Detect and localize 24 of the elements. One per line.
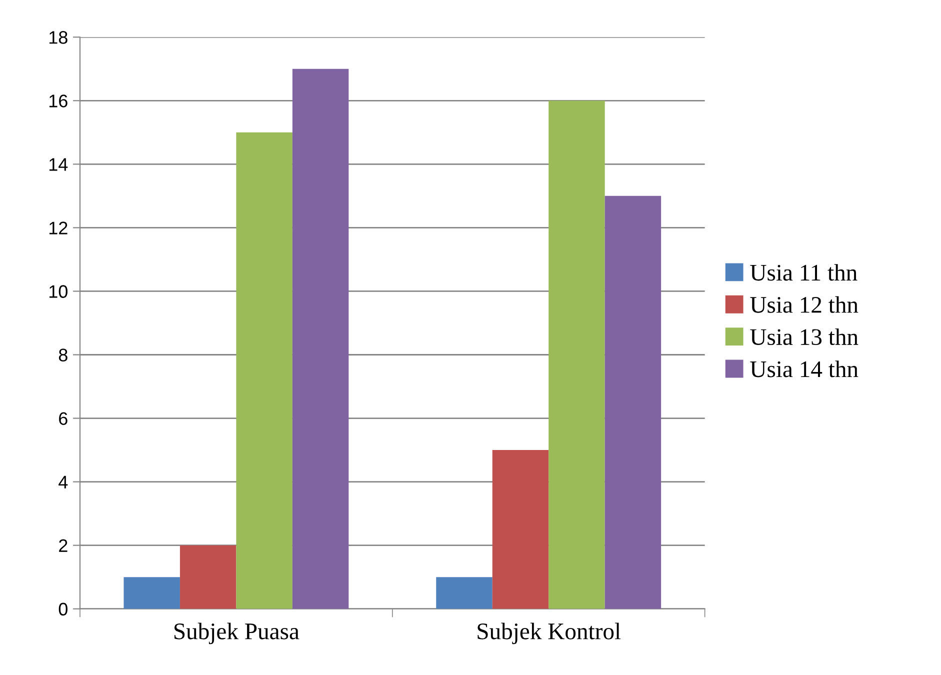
bar xyxy=(180,545,236,609)
bar xyxy=(548,100,605,609)
y-tick-label: 0 xyxy=(58,602,68,616)
bar xyxy=(604,196,662,609)
y-tick-label: 2 xyxy=(59,539,68,552)
y-tick-label: 12 xyxy=(49,222,68,234)
y-tick-label: 14 xyxy=(49,158,68,171)
bar xyxy=(236,132,292,609)
legend-label: Usia 14 thn xyxy=(750,360,858,378)
y-tick-label: 8 xyxy=(58,348,68,362)
y-tick-label: 16 xyxy=(49,94,68,108)
bar xyxy=(292,68,349,609)
x-tick-label: Subjek Puasa xyxy=(174,622,300,644)
y-tick-label: 10 xyxy=(49,285,68,298)
bar xyxy=(492,450,549,609)
bar xyxy=(436,577,492,609)
y-tick-label: 4 xyxy=(58,476,68,488)
legend-label: Usia 12 thn xyxy=(750,296,858,313)
legend-label: Usia 13 thn xyxy=(750,328,858,346)
x-tick-label: Subjek Kontrol xyxy=(478,622,621,644)
legend-label: Usia 11 thn xyxy=(750,264,858,281)
y-tick-label: 18 xyxy=(49,31,68,44)
y-tick-label: 6 xyxy=(59,412,68,425)
bar xyxy=(124,577,180,609)
